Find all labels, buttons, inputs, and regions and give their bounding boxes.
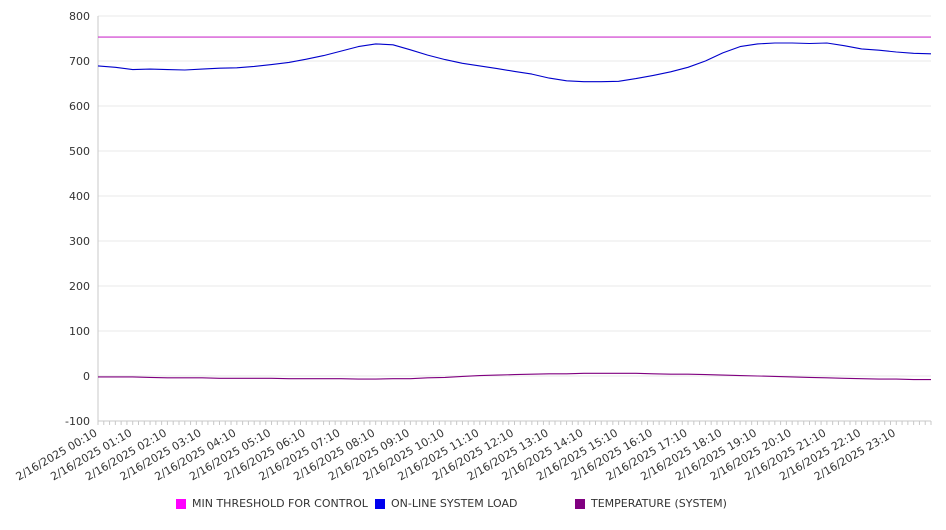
legend-label-system-load: ON-LINE SYSTEM LOAD bbox=[391, 497, 518, 510]
y-tick-label: 600 bbox=[69, 100, 90, 113]
y-tick-label: 0 bbox=[83, 370, 90, 383]
y-tick-label: 400 bbox=[69, 190, 90, 203]
legend-item-min-threshold: MIN THRESHOLD FOR CONTROL bbox=[176, 497, 368, 510]
legend-swatch-min-threshold bbox=[176, 498, 186, 509]
y-tick-label: 500 bbox=[69, 145, 90, 158]
y-tick-labels: 800 700 600 500 400 300 200 100 0 -100 bbox=[65, 10, 90, 428]
y-tick-label: -100 bbox=[65, 415, 90, 428]
y-tick-label: 800 bbox=[69, 10, 90, 23]
series-lines bbox=[97, 36, 932, 381]
series-line-on-line-system-load bbox=[97, 42, 932, 83]
y-tick-label: 100 bbox=[69, 325, 90, 338]
axes bbox=[97, 16, 932, 425]
y-tick-label: 200 bbox=[69, 280, 90, 293]
y-tick-label: 300 bbox=[69, 235, 90, 248]
series-line-temperature-system bbox=[98, 372, 931, 381]
x-tick-labels: 2/16/2025 00:102/16/2025 01:102/16/2025 … bbox=[14, 426, 898, 483]
y-tick-label: 700 bbox=[69, 55, 90, 68]
legend-swatch-system-load bbox=[375, 498, 385, 509]
legend-item-system-load: ON-LINE SYSTEM LOAD bbox=[375, 497, 517, 510]
legend: MIN THRESHOLD FOR CONTROL ON-LINE SYSTEM… bbox=[0, 497, 946, 515]
grid-lines bbox=[98, 15, 931, 377]
legend-label-temperature: TEMPERATURE (SYSTEM) bbox=[591, 497, 727, 510]
legend-item-temperature: TEMPERATURE (SYSTEM) bbox=[575, 497, 727, 510]
legend-swatch-temperature bbox=[575, 498, 585, 509]
legend-label-min-threshold: MIN THRESHOLD FOR CONTROL bbox=[192, 497, 368, 510]
